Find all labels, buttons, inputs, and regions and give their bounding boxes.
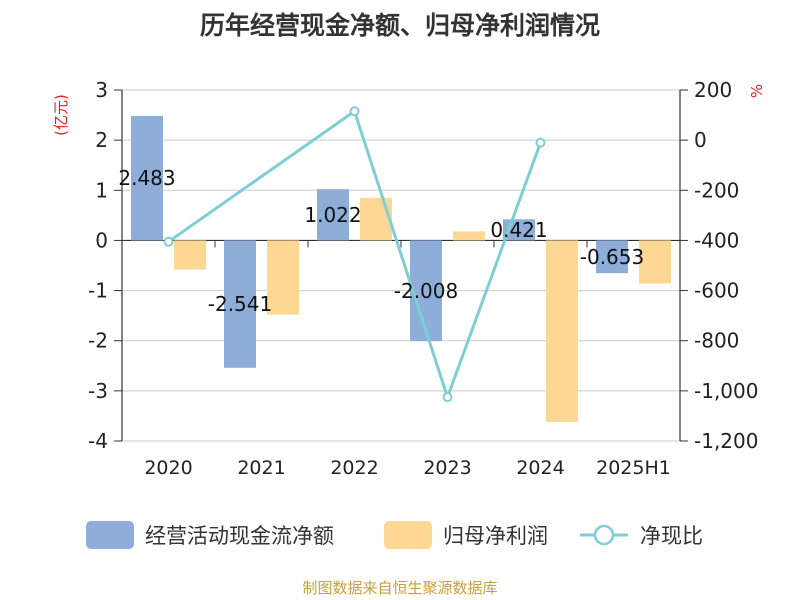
data-label-cash-flow: -2.008 <box>394 279 458 303</box>
bar-net-profit <box>453 231 485 241</box>
chart-title: 历年经营现金净额、归母净利润情况 <box>200 11 600 40</box>
right-axis-tick-label: -200 <box>694 178 739 202</box>
bar-net-profit <box>174 240 206 270</box>
left-axis-tick-label: -4 <box>88 429 108 453</box>
bars <box>131 115 671 422</box>
ratio-point <box>442 392 453 403</box>
right-axis-tick-label: -800 <box>694 329 739 353</box>
x-axis-category-label: 2020 <box>144 457 192 479</box>
bar-cash-flow <box>596 240 628 274</box>
legend-item-ratio[interactable]: 净现比 <box>580 524 703 548</box>
legend-swatch-profit <box>384 521 432 549</box>
left-axis-tick-label: 0 <box>95 228 108 252</box>
data-labels: 2.483 -2.541 1.022 -2.008 0.421 -0.653 <box>118 166 644 316</box>
legend-label-cash: 经营活动现金流净额 <box>145 524 334 548</box>
legend-marker-ratio <box>593 524 615 546</box>
bar-cash-flow <box>131 115 163 241</box>
bar-net-profit <box>360 197 392 241</box>
bar-net-profit <box>639 240 671 284</box>
right-axis-tick-label: -400 <box>694 228 739 252</box>
bar-cash-flow <box>410 240 442 342</box>
left-axis-tick-label: -1 <box>88 279 108 303</box>
bar-cash-flow <box>317 189 349 241</box>
source-note: 制图数据来自恒生聚源数据库 <box>302 579 497 597</box>
legend-swatch-cash <box>86 521 134 549</box>
bar-cash-flow <box>224 240 256 368</box>
right-axis-tick-label: -600 <box>694 279 739 303</box>
data-label-cash-flow: -2.541 <box>208 292 272 316</box>
gridlines <box>122 89 680 442</box>
x-axis-category-label: 2025H1 <box>596 457 671 479</box>
left-axis-tick-label: -3 <box>88 379 108 403</box>
legend-item-profit[interactable]: 归母净利润 <box>384 521 548 549</box>
legend: 经营活动现金流净额 归母净利润 净现比 <box>86 521 703 549</box>
right-axis-tick-label: -1,000 <box>694 379 758 403</box>
ratio-point <box>535 137 546 148</box>
x-axis-category-label: 2024 <box>516 457 564 479</box>
data-label-cash-flow: 2.483 <box>118 166 175 190</box>
ratio-line-path <box>167 108 542 402</box>
legend-label-profit: 归母净利润 <box>443 524 548 548</box>
right-axis-tick-label: 200 <box>694 78 732 102</box>
right-axis-tick-label: -1,200 <box>694 429 758 453</box>
right-axis-unit: % <box>748 84 766 98</box>
bar-net-profit <box>546 240 578 422</box>
bar-net-profit <box>267 240 299 315</box>
axes: 3 2 1 0 -1 -2 -3 -4 200 0 -200 -400 -600 -800 -1,000 -1… <box>88 78 758 479</box>
ratio-line <box>163 106 546 403</box>
left-axis-tick-label: 2 <box>95 128 108 152</box>
left-axis-unit: (亿元) <box>52 94 70 136</box>
data-label-cash-flow: -0.653 <box>580 245 644 269</box>
left-axis-tick-label: 3 <box>95 78 108 102</box>
legend-label-ratio: 净现比 <box>640 524 703 548</box>
x-axis-category-label: 2022 <box>330 457 378 479</box>
data-label-cash-flow: 0.421 <box>490 218 547 242</box>
left-axis-tick-label: -2 <box>88 329 108 353</box>
right-axis-tick-label: 0 <box>694 128 707 152</box>
ratio-point <box>163 236 174 247</box>
legend-item-cash[interactable]: 经营活动现金流净额 <box>86 521 334 549</box>
x-axis-category-label: 2023 <box>423 457 471 479</box>
left-axis-tick-label: 1 <box>95 178 108 202</box>
x-axis-category-label: 2021 <box>237 457 285 479</box>
data-label-cash-flow: 1.022 <box>304 203 361 227</box>
ratio-point <box>349 106 360 117</box>
